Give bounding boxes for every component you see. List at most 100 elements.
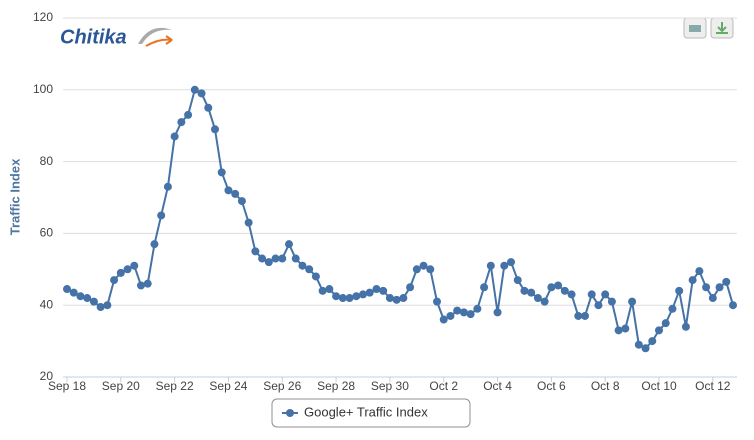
data-point bbox=[587, 290, 596, 299]
data-point bbox=[325, 285, 334, 294]
data-point bbox=[513, 276, 522, 285]
x-tick-label: Oct 10 bbox=[641, 379, 677, 393]
data-point bbox=[318, 286, 327, 295]
data-point bbox=[466, 310, 475, 319]
x-tick-label: Oct 12 bbox=[695, 379, 731, 393]
data-point bbox=[63, 285, 71, 294]
data-point bbox=[406, 283, 415, 292]
data-point bbox=[527, 288, 536, 297]
data-point bbox=[332, 292, 341, 301]
data-point bbox=[298, 261, 307, 270]
data-point bbox=[648, 337, 657, 346]
y-tick-label: 60 bbox=[40, 226, 54, 240]
data-point bbox=[150, 240, 159, 249]
y-tick-label: 120 bbox=[33, 10, 53, 24]
data-point bbox=[278, 254, 287, 263]
data-point bbox=[554, 281, 563, 290]
legend-label: Google+ Traffic Index bbox=[304, 404, 428, 419]
data-point bbox=[560, 286, 569, 295]
data-point bbox=[365, 288, 374, 297]
data-point bbox=[385, 294, 394, 303]
data-point bbox=[607, 297, 616, 306]
data-point bbox=[116, 268, 125, 277]
data-point bbox=[695, 267, 704, 276]
data-point bbox=[433, 297, 441, 306]
y-tick-label: 40 bbox=[40, 297, 54, 311]
data-point bbox=[459, 308, 468, 317]
data-point bbox=[628, 297, 637, 306]
data-point bbox=[130, 261, 139, 270]
data-point bbox=[137, 281, 145, 290]
data-point bbox=[419, 261, 428, 270]
data-point bbox=[264, 258, 273, 267]
data-point bbox=[291, 254, 300, 263]
data-point bbox=[547, 283, 556, 292]
data-point bbox=[76, 292, 85, 301]
y-axis-title: Traffic Index bbox=[7, 158, 22, 235]
data-point bbox=[379, 286, 388, 295]
data-point bbox=[708, 294, 717, 303]
data-point bbox=[190, 85, 199, 94]
data-point bbox=[412, 265, 421, 274]
data-point bbox=[237, 197, 246, 206]
data-point bbox=[123, 265, 132, 274]
data-point bbox=[392, 295, 401, 304]
data-point bbox=[285, 240, 293, 249]
legend-marker bbox=[286, 409, 294, 417]
data-point bbox=[439, 315, 448, 324]
data-point bbox=[170, 132, 179, 141]
data-point bbox=[110, 276, 119, 285]
x-tick-label: Sep 26 bbox=[263, 379, 301, 393]
data-point bbox=[500, 261, 509, 270]
x-tick-label: Sep 18 bbox=[48, 379, 86, 393]
data-point bbox=[184, 110, 193, 119]
data-point bbox=[675, 286, 684, 295]
data-point bbox=[473, 304, 482, 313]
y-tick-label: 20 bbox=[40, 369, 54, 383]
data-point bbox=[507, 258, 515, 267]
data-point bbox=[581, 311, 589, 320]
data-point bbox=[251, 247, 260, 256]
data-point bbox=[305, 265, 314, 274]
y-tick-label: 100 bbox=[33, 82, 53, 96]
data-point bbox=[486, 261, 495, 270]
x-tick-label: Sep 22 bbox=[156, 379, 194, 393]
data-point bbox=[655, 326, 663, 335]
print-icon bbox=[689, 25, 701, 32]
data-point bbox=[338, 294, 347, 303]
logo: Chitika bbox=[60, 26, 127, 48]
export-buttons bbox=[683, 17, 734, 39]
data-point bbox=[217, 168, 226, 177]
data-point bbox=[722, 277, 731, 286]
data-point bbox=[453, 306, 462, 315]
x-tick-label: Oct 8 bbox=[591, 379, 620, 393]
data-point bbox=[197, 89, 206, 98]
data-point bbox=[601, 290, 610, 299]
data-point bbox=[567, 290, 576, 299]
data-point bbox=[480, 283, 489, 292]
data-point bbox=[271, 254, 280, 263]
data-point bbox=[103, 301, 112, 310]
data-point bbox=[231, 189, 240, 198]
data-point bbox=[143, 279, 152, 288]
data-point bbox=[96, 302, 105, 311]
data-point bbox=[89, 297, 98, 306]
data-point bbox=[621, 324, 630, 333]
data-point bbox=[574, 311, 583, 320]
data-point bbox=[426, 265, 435, 274]
data-point bbox=[352, 292, 361, 301]
data-point bbox=[533, 294, 542, 303]
data-point bbox=[681, 322, 690, 331]
data-point bbox=[661, 319, 670, 328]
data-point bbox=[359, 290, 367, 299]
data-point bbox=[399, 294, 408, 303]
data-point bbox=[688, 276, 697, 285]
x-tick-label: Sep 28 bbox=[317, 379, 355, 393]
data-point bbox=[702, 283, 711, 292]
x-tick-label: Oct 6 bbox=[537, 379, 566, 393]
data-point bbox=[211, 125, 219, 134]
data-point bbox=[224, 186, 233, 195]
x-tick-label: Sep 20 bbox=[102, 379, 140, 393]
